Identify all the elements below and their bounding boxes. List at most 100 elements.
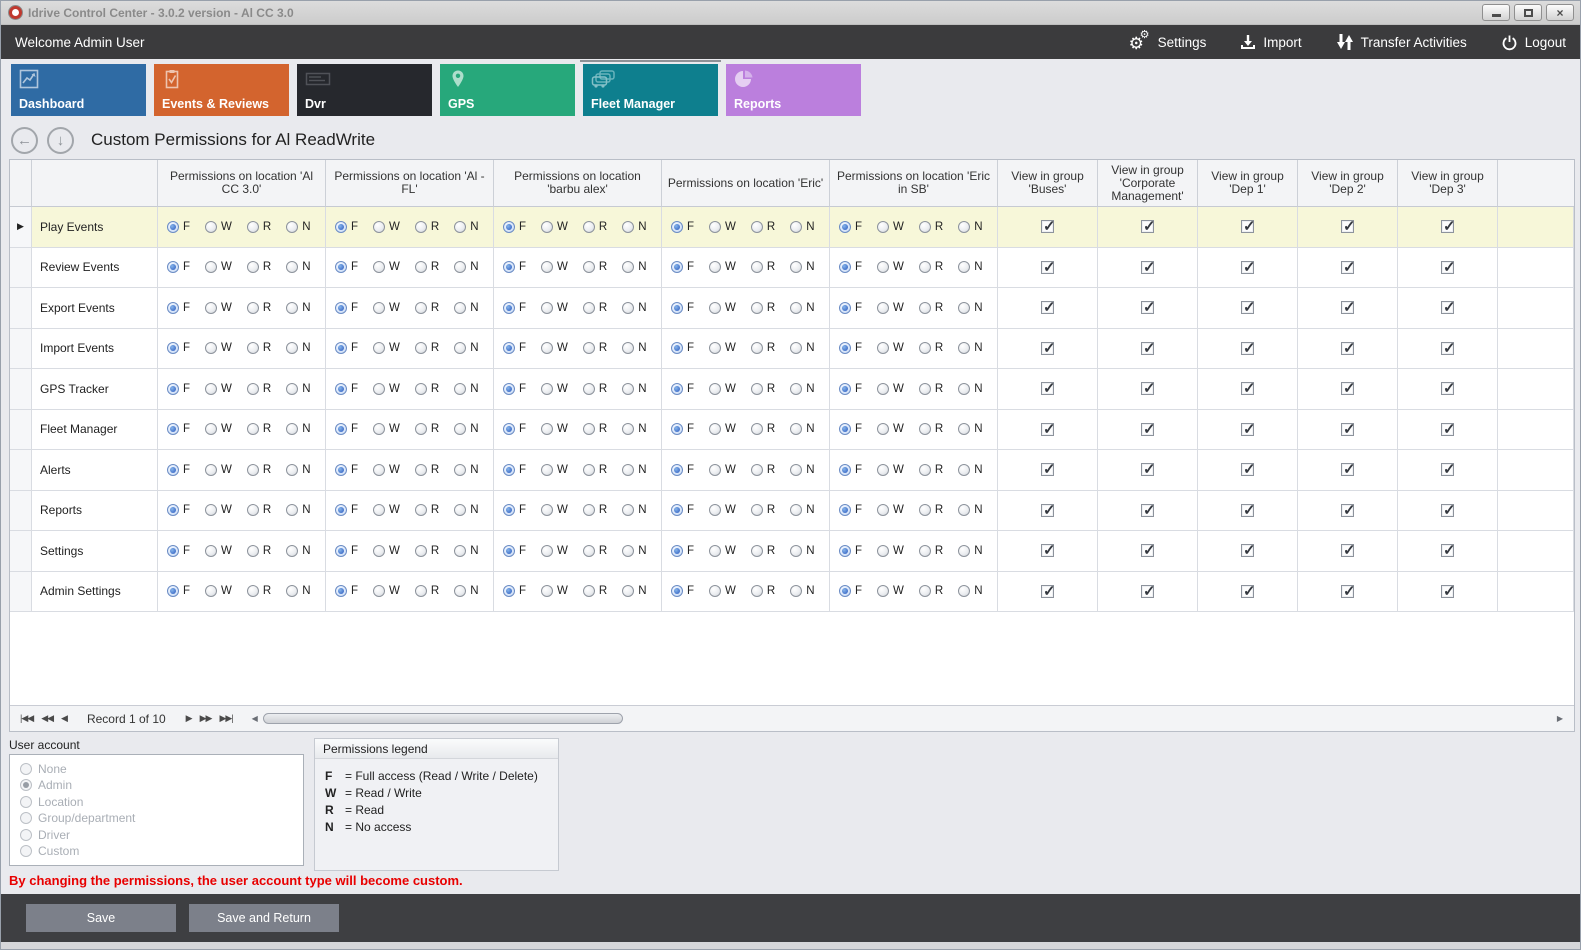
radio-option-n[interactable]: N bbox=[958, 544, 983, 557]
radio-option-w[interactable]: W bbox=[709, 301, 736, 314]
group-checkbox[interactable] bbox=[1241, 501, 1256, 519]
radio-option-w[interactable]: W bbox=[205, 301, 232, 314]
group-checkbox[interactable] bbox=[1041, 339, 1056, 357]
radio-option-n[interactable]: N bbox=[622, 220, 647, 233]
prev-page-button[interactable]: ◀◀ bbox=[41, 713, 54, 723]
down-button[interactable]: ↓ bbox=[47, 126, 74, 154]
radio-option-f[interactable]: F bbox=[671, 220, 694, 233]
radio-option-w[interactable]: W bbox=[205, 585, 232, 598]
radio-option-r[interactable]: R bbox=[918, 261, 943, 274]
radio-option-n[interactable]: N bbox=[958, 301, 983, 314]
group-checkbox[interactable] bbox=[1241, 217, 1256, 235]
first-record-button[interactable]: |◀◀ bbox=[20, 713, 34, 723]
radio-option-w[interactable]: W bbox=[373, 463, 400, 476]
radio-option-f[interactable]: F bbox=[503, 423, 526, 436]
radio-option-f[interactable]: F bbox=[839, 423, 862, 436]
radio-option-n[interactable]: N bbox=[286, 585, 311, 598]
radio-option-r[interactable]: R bbox=[414, 382, 439, 395]
radio-option-r[interactable]: R bbox=[918, 544, 943, 557]
group-checkbox[interactable] bbox=[1041, 420, 1056, 438]
radio-option-n[interactable]: N bbox=[454, 301, 479, 314]
radio-option-r[interactable]: R bbox=[246, 301, 271, 314]
group-checkbox[interactable] bbox=[1341, 582, 1356, 600]
group-checkbox[interactable] bbox=[1441, 420, 1456, 438]
radio-option-r[interactable]: R bbox=[750, 423, 775, 436]
radio-option-n[interactable]: N bbox=[622, 423, 647, 436]
scrollbar-thumb[interactable] bbox=[262, 713, 623, 724]
group-checkbox[interactable] bbox=[1341, 379, 1356, 397]
radio-option-r[interactable]: R bbox=[582, 382, 607, 395]
radio-option-n[interactable]: N bbox=[622, 382, 647, 395]
radio-option-r[interactable]: R bbox=[750, 261, 775, 274]
user-account-option[interactable]: Admin bbox=[20, 778, 293, 792]
radio-option-w[interactable]: W bbox=[373, 585, 400, 598]
radio-option-w[interactable]: W bbox=[373, 544, 400, 557]
radio-option-f[interactable]: F bbox=[503, 301, 526, 314]
radio-option-r[interactable]: R bbox=[246, 261, 271, 274]
column-header-location[interactable]: Permissions on location 'Al - FL' bbox=[326, 160, 494, 207]
group-checkbox[interactable] bbox=[1041, 258, 1056, 276]
close-button[interactable]: × bbox=[1546, 4, 1574, 21]
radio-option-f[interactable]: F bbox=[839, 301, 862, 314]
radio-option-r[interactable]: R bbox=[246, 220, 271, 233]
radio-option-r[interactable]: R bbox=[582, 585, 607, 598]
radio-option-f[interactable]: F bbox=[671, 544, 694, 557]
radio-option-n[interactable]: N bbox=[790, 261, 815, 274]
radio-option-r[interactable]: R bbox=[582, 504, 607, 517]
group-checkbox[interactable] bbox=[1441, 339, 1456, 357]
group-checkbox[interactable] bbox=[1441, 582, 1456, 600]
radio-option-f[interactable]: F bbox=[335, 261, 358, 274]
radio-option-r[interactable]: R bbox=[918, 585, 943, 598]
radio-option-r[interactable]: R bbox=[918, 423, 943, 436]
radio-option-w[interactable]: W bbox=[541, 382, 568, 395]
radio-option-w[interactable]: W bbox=[877, 544, 904, 557]
radio-option-n[interactable]: N bbox=[958, 585, 983, 598]
radio-option-w[interactable]: W bbox=[709, 342, 736, 355]
radio-option-r[interactable]: R bbox=[414, 544, 439, 557]
radio-option-r[interactable]: R bbox=[414, 301, 439, 314]
radio-option-n[interactable]: N bbox=[454, 342, 479, 355]
group-checkbox[interactable] bbox=[1141, 582, 1156, 600]
radio-option-f[interactable]: F bbox=[335, 463, 358, 476]
radio-option-n[interactable]: N bbox=[958, 342, 983, 355]
group-checkbox[interactable] bbox=[1141, 298, 1156, 316]
radio-option-r[interactable]: R bbox=[918, 342, 943, 355]
radio-option-w[interactable]: W bbox=[541, 301, 568, 314]
radio-option-f[interactable]: F bbox=[167, 261, 190, 274]
radio-option-n[interactable]: N bbox=[454, 585, 479, 598]
radio-option-r[interactable]: R bbox=[750, 463, 775, 476]
radio-option-f[interactable]: F bbox=[671, 463, 694, 476]
radio-option-f[interactable]: F bbox=[335, 301, 358, 314]
prev-record-button[interactable]: ◀ bbox=[61, 713, 68, 723]
radio-option-n[interactable]: N bbox=[286, 463, 311, 476]
radio-option-n[interactable]: N bbox=[958, 463, 983, 476]
radio-option-n[interactable]: N bbox=[454, 382, 479, 395]
column-header-location[interactable]: Permissions on location 'barbu alex' bbox=[494, 160, 662, 207]
radio-option-w[interactable]: W bbox=[709, 544, 736, 557]
radio-option-r[interactable]: R bbox=[582, 220, 607, 233]
radio-option-f[interactable]: F bbox=[335, 342, 358, 355]
group-checkbox[interactable] bbox=[1141, 420, 1156, 438]
horizontal-scrollbar[interactable] bbox=[262, 710, 1552, 727]
radio-option-n[interactable]: N bbox=[622, 504, 647, 517]
radio-option-n[interactable]: N bbox=[790, 423, 815, 436]
save-button[interactable]: Save bbox=[26, 904, 176, 932]
group-checkbox[interactable] bbox=[1341, 501, 1356, 519]
radio-option-n[interactable]: N bbox=[454, 463, 479, 476]
group-checkbox[interactable] bbox=[1241, 339, 1256, 357]
radio-option-f[interactable]: F bbox=[503, 220, 526, 233]
radio-option-w[interactable]: W bbox=[205, 423, 232, 436]
radio-option-f[interactable]: F bbox=[503, 544, 526, 557]
group-checkbox[interactable] bbox=[1041, 541, 1056, 559]
group-checkbox[interactable] bbox=[1441, 460, 1456, 478]
radio-option-n[interactable]: N bbox=[958, 382, 983, 395]
group-checkbox[interactable] bbox=[1241, 420, 1256, 438]
radio-option-r[interactable]: R bbox=[918, 463, 943, 476]
radio-option-f[interactable]: F bbox=[167, 382, 190, 395]
radio-option-n[interactable]: N bbox=[454, 423, 479, 436]
radio-option-f[interactable]: F bbox=[503, 342, 526, 355]
radio-option-w[interactable]: W bbox=[373, 423, 400, 436]
group-checkbox[interactable] bbox=[1441, 258, 1456, 276]
radio-option-r[interactable]: R bbox=[414, 423, 439, 436]
radio-option-f[interactable]: F bbox=[167, 544, 190, 557]
